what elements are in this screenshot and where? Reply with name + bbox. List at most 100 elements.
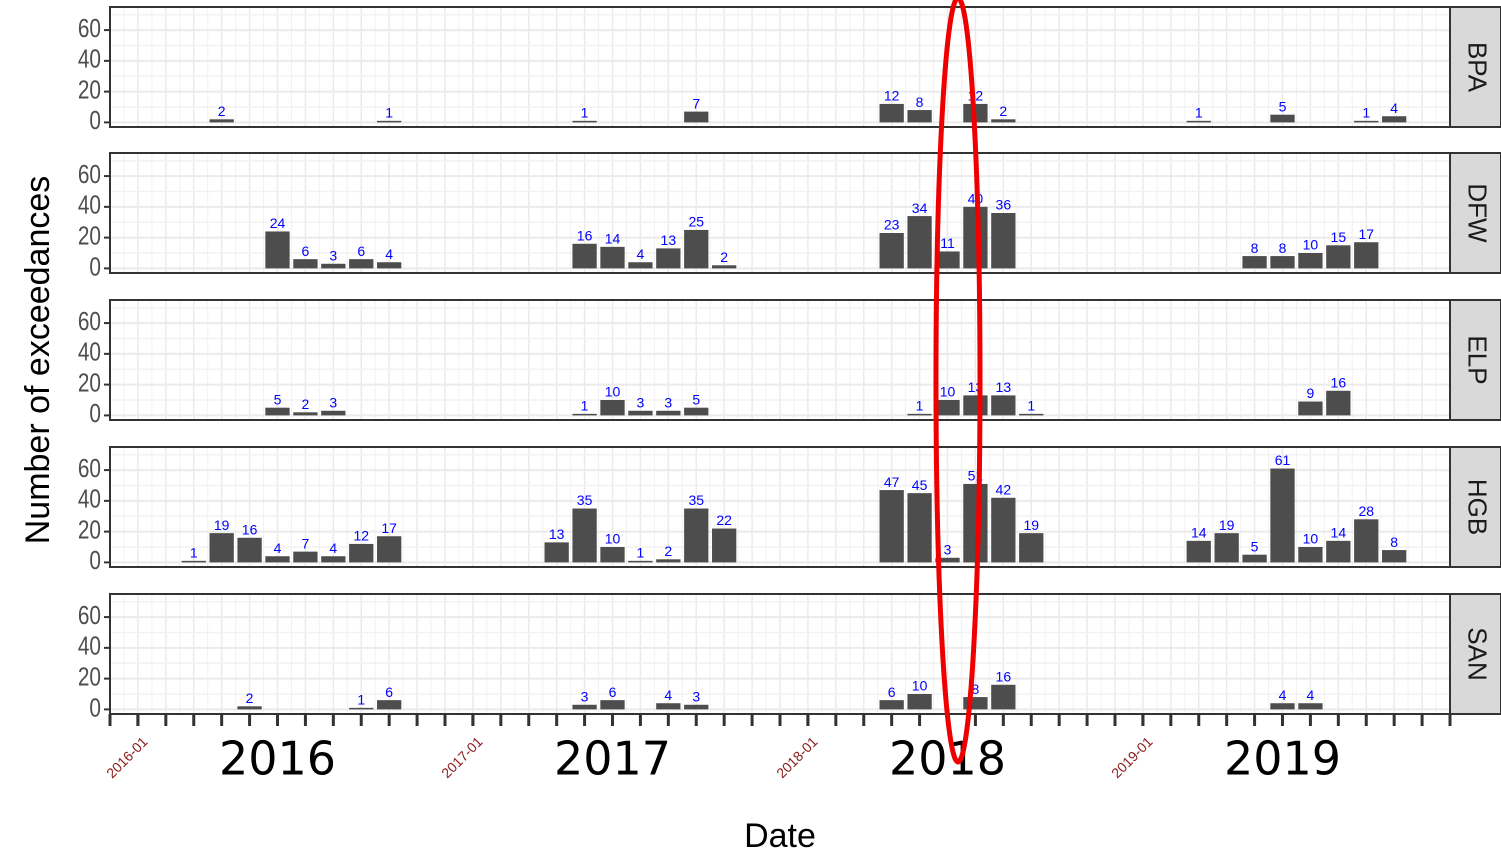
bar — [907, 493, 932, 563]
strip — [1449, 446, 1501, 568]
bar — [572, 704, 597, 710]
bar — [265, 231, 290, 269]
value-label: 10 — [605, 384, 621, 400]
bar — [656, 410, 681, 416]
value-label: 8 — [1390, 534, 1398, 550]
y-tick-label: 20 — [78, 221, 101, 250]
y-tick-label: 0 — [89, 252, 101, 281]
bar — [1354, 519, 1379, 563]
value-label: 19 — [1023, 517, 1039, 533]
y-tick-label: 0 — [89, 399, 101, 428]
value-label: 10 — [1303, 237, 1319, 253]
bar — [377, 700, 402, 710]
bar — [377, 262, 402, 269]
bar — [209, 119, 234, 123]
bar — [349, 707, 374, 710]
bar — [600, 700, 625, 710]
y-tick-label: 0 — [89, 106, 101, 135]
bar — [991, 684, 1016, 710]
value-label: 35 — [688, 492, 704, 508]
value-label: 47 — [884, 474, 900, 490]
bar — [1270, 256, 1295, 269]
value-label: 36 — [996, 197, 1012, 213]
y-tick-label: 40 — [78, 485, 101, 514]
bar — [1186, 120, 1211, 123]
bar — [293, 551, 318, 563]
value-label: 10 — [1303, 531, 1319, 547]
value-label: 42 — [996, 481, 1012, 497]
bar — [656, 559, 681, 563]
y-tick-label: 20 — [78, 75, 101, 104]
value-label: 25 — [688, 214, 704, 230]
year-label: 2016 — [219, 732, 336, 786]
bar — [879, 233, 904, 269]
value-label: 22 — [716, 512, 732, 528]
highlight-ellipse — [933, 0, 983, 765]
bar — [712, 528, 737, 563]
strip-label: DFW — [1463, 183, 1493, 243]
bar — [991, 119, 1016, 123]
value-label: 8 — [1279, 240, 1287, 256]
bar — [600, 246, 625, 269]
value-label: 3 — [692, 688, 700, 704]
value-label: 6 — [888, 684, 896, 700]
bar — [684, 229, 709, 269]
value-label: 2 — [720, 249, 728, 265]
bar — [544, 542, 569, 563]
x-tick-label: 2016-01 — [103, 733, 151, 781]
bar — [935, 251, 960, 269]
value-label: 1 — [357, 692, 365, 708]
value-label: 15 — [1331, 229, 1347, 245]
y-axis-label: Number of exceedances — [19, 176, 57, 545]
y-tick-label: 20 — [78, 515, 101, 544]
y-tick-label: 0 — [89, 693, 101, 722]
bar — [572, 243, 597, 269]
value-label: 7 — [692, 95, 700, 111]
y-tick-label: 60 — [78, 14, 101, 43]
value-label: 13 — [661, 232, 677, 248]
value-label: 6 — [357, 243, 365, 259]
value-label: 6 — [609, 684, 617, 700]
value-label: 16 — [996, 668, 1012, 684]
value-label: 61 — [1275, 452, 1291, 468]
value-label: 4 — [274, 540, 282, 556]
bar — [991, 213, 1016, 269]
value-label: 2 — [302, 396, 310, 412]
bar — [265, 556, 290, 563]
y-tick-label: 0 — [89, 546, 101, 575]
bar — [1354, 242, 1379, 269]
bar — [991, 395, 1016, 416]
bar — [684, 111, 709, 123]
bar — [572, 120, 597, 123]
value-label: 3 — [637, 394, 645, 410]
strip — [1449, 593, 1501, 715]
bar — [935, 400, 960, 416]
value-label: 1 — [1027, 398, 1035, 414]
value-label: 1 — [1362, 105, 1370, 121]
bar — [991, 497, 1016, 563]
bar — [600, 400, 625, 416]
bar — [265, 407, 290, 416]
value-label: 4 — [329, 540, 337, 556]
value-label: 13 — [996, 379, 1012, 395]
bar — [712, 265, 737, 269]
value-label: 16 — [1331, 374, 1347, 390]
bar — [628, 410, 653, 416]
strip-label: BPA — [1463, 42, 1493, 93]
value-label: 5 — [692, 391, 700, 407]
value-label: 2 — [664, 543, 672, 559]
y-tick-label: 60 — [78, 454, 101, 483]
value-label: 17 — [1358, 226, 1374, 242]
strip-label: HGB — [1463, 479, 1493, 535]
bar — [349, 259, 374, 269]
value-label: 19 — [214, 517, 230, 533]
bar — [1270, 468, 1295, 563]
value-label: 10 — [940, 384, 956, 400]
x-tick-label: 2019-01 — [1108, 733, 1156, 781]
y-tick-label: 40 — [78, 338, 101, 367]
value-label: 7 — [302, 535, 310, 551]
bar — [879, 490, 904, 563]
value-label: 3 — [581, 688, 589, 704]
bar — [1186, 540, 1211, 563]
